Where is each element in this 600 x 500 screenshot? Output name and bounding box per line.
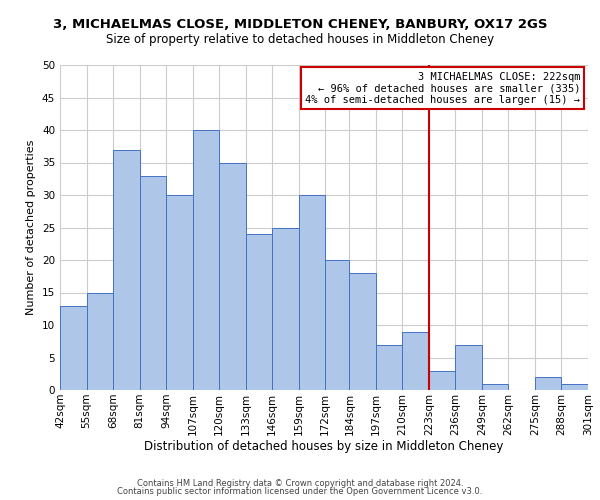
Bar	[325, 260, 349, 390]
Bar	[429, 370, 455, 390]
Bar	[193, 130, 219, 390]
Bar	[219, 162, 245, 390]
Y-axis label: Number of detached properties: Number of detached properties	[26, 140, 37, 315]
Bar	[455, 344, 482, 390]
Bar	[113, 150, 140, 390]
Bar	[86, 292, 113, 390]
Bar	[349, 273, 376, 390]
Bar	[482, 384, 508, 390]
Bar	[60, 306, 86, 390]
Bar	[562, 384, 588, 390]
Text: Size of property relative to detached houses in Middleton Cheney: Size of property relative to detached ho…	[106, 32, 494, 46]
Bar	[376, 344, 403, 390]
Bar	[272, 228, 299, 390]
X-axis label: Distribution of detached houses by size in Middleton Cheney: Distribution of detached houses by size …	[145, 440, 503, 454]
Bar	[299, 195, 325, 390]
Text: Contains public sector information licensed under the Open Government Licence v3: Contains public sector information licen…	[118, 487, 482, 496]
Text: Contains HM Land Registry data © Crown copyright and database right 2024.: Contains HM Land Registry data © Crown c…	[137, 478, 463, 488]
Bar	[140, 176, 166, 390]
Bar	[403, 332, 429, 390]
Bar	[535, 377, 562, 390]
Text: 3 MICHAELMAS CLOSE: 222sqm
← 96% of detached houses are smaller (335)
4% of semi: 3 MICHAELMAS CLOSE: 222sqm ← 96% of deta…	[305, 72, 580, 104]
Bar	[166, 195, 193, 390]
Text: 3, MICHAELMAS CLOSE, MIDDLETON CHENEY, BANBURY, OX17 2GS: 3, MICHAELMAS CLOSE, MIDDLETON CHENEY, B…	[53, 18, 547, 30]
Bar	[245, 234, 272, 390]
